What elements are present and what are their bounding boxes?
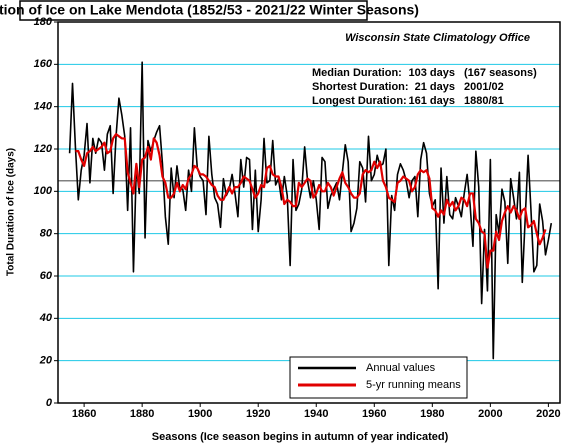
legend-box <box>289 356 468 399</box>
stats: Median Duration: 103 days (167 seasons) Sho… <box>312 67 537 107</box>
x-tick-label: 1940 <box>304 408 328 420</box>
y-tick-label: 80 <box>40 228 53 240</box>
plot-frame <box>57 21 561 404</box>
series-line <box>68 61 553 360</box>
y-axis-label: Total Duration of Ice (days) <box>6 148 17 276</box>
title-box <box>19 0 368 21</box>
x-tick-label: 1900 <box>188 408 212 420</box>
x-tick-label: 2000 <box>478 408 502 420</box>
stat-text: 1880/81 <box>464 95 504 107</box>
y-tick-label: 160 <box>34 58 53 70</box>
stat-text: 2001/02 <box>464 81 504 93</box>
chart-title: Duration of Ice on Lake Mendota (1852/53… <box>0 2 419 18</box>
y-tick-label: 60 <box>40 270 53 282</box>
y-tick-label: 100 <box>34 185 53 197</box>
stat-text: (167 seasons) <box>464 67 537 79</box>
grid <box>58 21 560 404</box>
stat-text: 103 days <box>409 67 455 79</box>
series-line <box>75 133 547 269</box>
source: Wisconsin State Climatology Office <box>345 32 530 44</box>
x-tick-label: 2020 <box>536 408 560 420</box>
x-tick-label: 1860 <box>72 408 96 420</box>
legend-label: Annual values <box>366 362 436 374</box>
x-tick-label: 1960 <box>362 408 386 420</box>
x-tick-label: 1980 <box>420 408 444 420</box>
y-tick-label: 140 <box>34 101 53 113</box>
x-tick-label: 1880 <box>130 408 154 420</box>
stat-text: 161 days <box>409 95 455 107</box>
legend: Annual values 5-yr running means <box>298 362 461 391</box>
y-tick-label: 20 <box>39 355 53 367</box>
y-tick-label: 0 <box>46 397 53 409</box>
y-tick-label: 120 <box>34 143 53 155</box>
stat-text: Longest Duration: <box>312 95 407 107</box>
plot <box>68 61 553 360</box>
y-tick-label: 180 <box>34 16 53 28</box>
y-tick-label: 40 <box>39 312 53 324</box>
stat-text: 21 days <box>415 81 455 93</box>
stat-text: Median Duration: <box>312 67 402 79</box>
x-tick-label: 1920 <box>246 408 270 420</box>
x-axis-label: Seasons (Ice season begins in autumn of … <box>152 431 449 443</box>
stat-text: Shortest Duration: <box>312 81 409 93</box>
legend-label: 5-yr running means <box>366 379 461 391</box>
